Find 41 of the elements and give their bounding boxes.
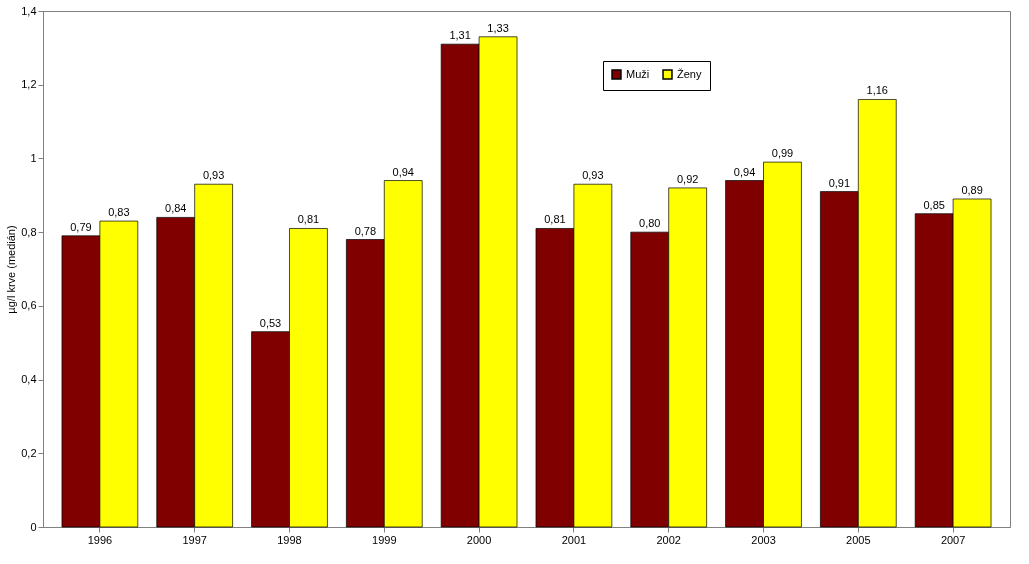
y-tick-label: 0,8 [21, 225, 37, 238]
data-label: 0,78 [354, 224, 377, 237]
y-tick-label: 0 [30, 520, 37, 533]
y-tick-label: 1,4 [21, 4, 37, 17]
y-axis-title: µg/l krve (medián) [5, 225, 18, 314]
x-tick-label: 1999 [372, 533, 397, 546]
legend-label: Muži [626, 67, 650, 80]
x-tick-label: 1996 [87, 533, 113, 546]
data-label: 0,94 [392, 165, 414, 178]
data-label: 0,99 [771, 147, 794, 160]
data-label: 0,84 [165, 202, 187, 215]
data-label: 0,81 [544, 213, 566, 226]
data-label: 0,93 [582, 169, 604, 182]
y-tick-label: 0,4 [21, 373, 37, 386]
data-label: 0,79 [70, 220, 92, 233]
data-label: 0,81 [297, 213, 320, 226]
x-tick-label: 2007 [940, 533, 966, 546]
y-tick-label: 0,2 [21, 446, 37, 459]
data-label: 0,89 [961, 183, 983, 196]
data-label: 0,53 [259, 316, 282, 329]
y-tick-label: 0,6 [21, 299, 37, 312]
y-tick-label: 1 [30, 151, 37, 164]
data-label: 1,33 [487, 21, 509, 34]
data-label: 1,31 [449, 29, 471, 42]
data-label: 0,80 [639, 217, 661, 230]
data-label: 0,83 [108, 206, 130, 219]
data-label: 0,94 [733, 165, 756, 178]
x-tick-label: 1998 [277, 533, 302, 546]
x-tick-label: 1997 [182, 533, 207, 546]
data-label: 0,92 [676, 172, 699, 185]
x-tick-label: 2003 [751, 533, 776, 546]
data-label: 1,16 [866, 84, 888, 97]
y-tick-label: 1,2 [21, 78, 37, 91]
x-tick-label: 2002 [656, 533, 681, 546]
x-tick-label: 2005 [846, 533, 871, 546]
data-label: 0,91 [828, 176, 851, 189]
x-tick-label: 2000 [466, 533, 492, 546]
data-label: 0,93 [202, 169, 225, 182]
x-tick-label: 2001 [561, 533, 587, 546]
data-label: 0,85 [923, 198, 945, 211]
legend-label: Ženy [677, 67, 702, 80]
